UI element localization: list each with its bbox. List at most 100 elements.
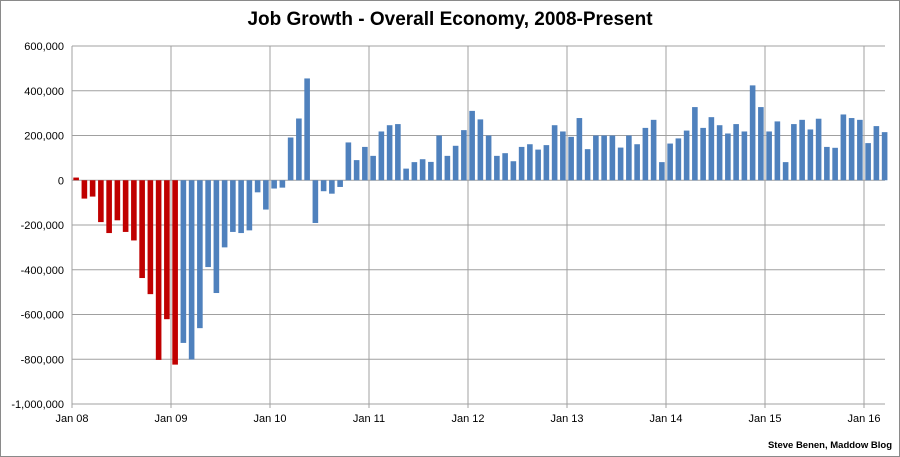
x-axis-labels: Jan 08 Jan 09 Jan 10 Jan 11 Jan 12 Jan 13 Jan …: [55, 413, 880, 425]
bar: [403, 168, 409, 181]
y-axis-labels: 600,000 400,000 200,000 0 -200,000 -400,000 -6…: [11, 41, 64, 411]
bar: [873, 126, 880, 181]
bar: [601, 135, 607, 181]
x-tick-label: Jan 16: [847, 413, 880, 425]
bar: [832, 147, 838, 181]
bar: [881, 132, 888, 181]
bars: [73, 78, 888, 365]
bar: [230, 180, 236, 232]
bar: [865, 143, 871, 181]
bar: [320, 180, 327, 192]
bar: [73, 177, 79, 181]
bar: [527, 144, 533, 181]
bar: [692, 107, 698, 181]
bar: [188, 180, 195, 360]
bar: [716, 125, 723, 181]
bar: [485, 135, 492, 181]
bar: [89, 180, 96, 197]
bar: [560, 131, 566, 181]
bar: [749, 85, 756, 181]
credit-text: Steve Benen, Maddow Blog: [767, 440, 892, 451]
bar: [840, 114, 847, 181]
bar: [279, 180, 286, 188]
bar: [254, 180, 261, 193]
bar: [568, 136, 574, 181]
bar: [114, 180, 121, 221]
bar: [494, 155, 500, 181]
bar: [444, 155, 451, 181]
bar: [535, 149, 541, 181]
bar: [238, 180, 244, 234]
bar: [551, 125, 558, 181]
bar: [741, 131, 748, 181]
bar: [362, 146, 368, 181]
bar: [155, 180, 162, 360]
bar: [815, 118, 822, 181]
bar: [246, 180, 253, 231]
bar: [857, 119, 863, 181]
bar: [543, 145, 550, 181]
bar: [824, 146, 830, 181]
bar: [667, 143, 673, 181]
bar: [213, 180, 220, 294]
bar: [428, 161, 434, 181]
bar: [799, 119, 805, 181]
x-tick-label: Jan 09: [154, 413, 187, 425]
bar: [518, 146, 525, 181]
bar: [609, 135, 616, 181]
bar: [782, 162, 789, 181]
bar: [593, 135, 599, 181]
bar: [122, 180, 129, 232]
bar: [725, 133, 731, 181]
bar: [221, 180, 228, 248]
bar: [197, 180, 203, 329]
bar: [395, 124, 401, 181]
bar: [502, 153, 508, 181]
bar: [733, 124, 739, 181]
y-tick-label: -800,000: [21, 354, 64, 366]
y-tick-label: -1,000,000: [11, 399, 64, 411]
bar: [205, 180, 211, 268]
bar: [411, 162, 418, 181]
bar: [675, 138, 682, 181]
bar: [642, 127, 649, 181]
bar: [576, 118, 583, 181]
bar: [848, 118, 855, 181]
bar: [584, 149, 591, 181]
x-tick-label: Jan 12: [451, 413, 484, 425]
bar: [477, 119, 484, 181]
bar: [708, 117, 715, 181]
bar: [469, 110, 475, 181]
bar: [683, 130, 690, 181]
bar: [700, 127, 706, 181]
bar: [81, 180, 88, 199]
bar: [626, 135, 632, 181]
bar: [807, 129, 814, 181]
bar: [164, 180, 170, 320]
bar: [659, 162, 665, 181]
x-tick-label: Jan 14: [649, 413, 682, 425]
bar: [370, 155, 376, 181]
bar: [337, 180, 343, 187]
x-tick-label: Jan 15: [748, 413, 781, 425]
bar: [172, 180, 178, 365]
y-tick-label: 400,000: [24, 86, 64, 98]
bar: [650, 119, 657, 181]
bar: [436, 135, 442, 181]
bar: [419, 159, 426, 181]
bar: [296, 118, 302, 181]
bar: [345, 142, 352, 181]
bar: [106, 180, 112, 234]
bar: [766, 131, 772, 181]
bar: [139, 180, 145, 279]
x-tick-label: Jan 08: [55, 413, 88, 425]
x-tick-label: Jan 10: [253, 413, 286, 425]
bar: [180, 180, 187, 343]
y-tick-label: -200,000: [21, 220, 64, 232]
bar: [791, 124, 797, 181]
y-tick-label: 0: [58, 175, 64, 187]
bar: [758, 107, 764, 181]
bar: [304, 78, 310, 181]
y-tick-label: 600,000: [24, 41, 64, 53]
